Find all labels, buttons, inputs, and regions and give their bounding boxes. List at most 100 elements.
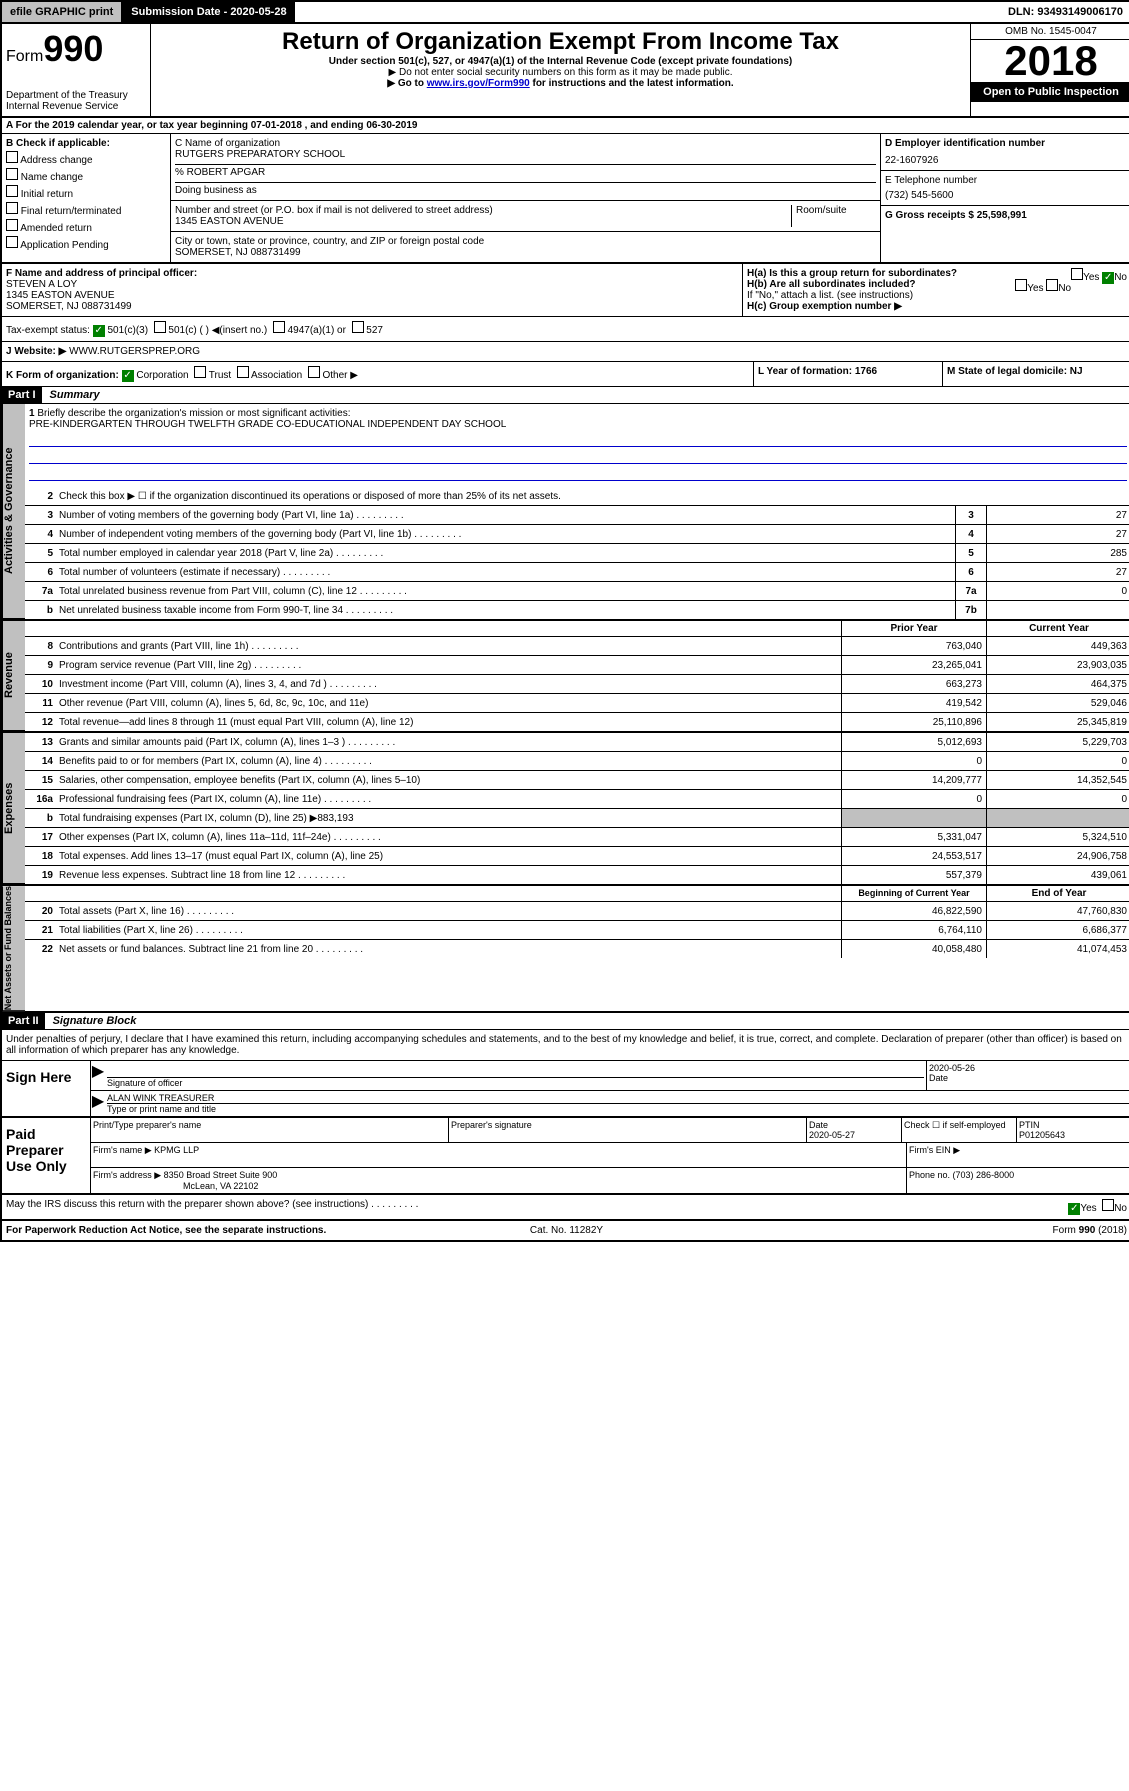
efile-button[interactable]: efile GRAPHIC print [2, 2, 123, 22]
form-header: Form990 Department of the Treasury Inter… [2, 24, 1129, 118]
discuss-row: May the IRS discuss this return with the… [2, 1195, 1129, 1221]
submission-date: Submission Date - 2020-05-28 [123, 2, 294, 22]
org-name: RUTGERS PREPARATORY SCHOOL [175, 149, 876, 160]
line16b-curr-grey [986, 809, 1129, 827]
line9-prior: 23,265,041 [841, 656, 986, 674]
line20-text: Total assets (Part X, line 16) [59, 904, 841, 919]
firm-addr-cell: Firm's address ▶ 8350 Broad Street Suite… [91, 1168, 907, 1193]
form-990-big: 990 [43, 28, 103, 69]
hb-label: H(b) Are all subordinates included? [747, 279, 916, 290]
line-10: 10 Investment income (Part VIII, column … [25, 675, 1129, 694]
line14-text: Benefits paid to or for members (Part IX… [59, 754, 841, 769]
line13-prior: 5,012,693 [841, 733, 986, 751]
line12-text: Total revenue—add lines 8 through 11 (mu… [59, 715, 841, 730]
line8-num: 8 [25, 641, 59, 652]
paid-preparer-label: Paid Preparer Use Only [2, 1118, 90, 1193]
line10-num: 10 [25, 679, 59, 690]
state-domicile: M State of legal domicile: NJ [942, 362, 1129, 386]
care-of: % ROBERT APGAR [175, 164, 876, 178]
department-label: Department of the Treasury Internal Reve… [6, 90, 146, 112]
room-label: Room/suite [791, 205, 876, 227]
ha-label: H(a) Is this a group return for subordin… [747, 268, 957, 279]
website-url: WWW.RUTGERSPREP.ORG [69, 346, 200, 357]
line16b-prior-grey [841, 809, 986, 827]
line2-text: Check this box ▶ ☐ if the organization d… [59, 489, 1129, 504]
line20-curr: 47,760,830 [986, 902, 1129, 920]
opt-4947: 4947(a)(1) or [288, 325, 346, 336]
phone-value: (732) 545-5600 [885, 190, 1127, 201]
footer-left: For Paperwork Reduction Act Notice, see … [6, 1225, 380, 1236]
line7a-num: 7a [25, 586, 59, 597]
line13-num: 13 [25, 737, 59, 748]
line10-text: Investment income (Part VIII, column (A)… [59, 677, 841, 692]
firm-ein-cell: Firm's EIN ▶ [907, 1143, 1129, 1167]
governance-content: 1 Briefly describe the organization's mi… [25, 404, 1129, 619]
part2-badge: Part II [2, 1013, 45, 1029]
prep-sig-cell: Preparer's signature [449, 1118, 807, 1142]
line16a-curr: 0 [986, 790, 1129, 808]
arrow-icon: ▶ [91, 1091, 105, 1116]
sig-date-label: Date [929, 1073, 948, 1083]
revenue-side-label: Revenue [2, 621, 25, 731]
netassets-content: Beginning of Current Year End of Year 20… [25, 886, 1129, 1011]
check-initial[interactable]: Initial return [6, 185, 166, 200]
check-name[interactable]: Name change [6, 168, 166, 183]
line6-text: Total number of volunteers (estimate if … [59, 565, 955, 580]
sig-name: ALAN WINK TREASURER [107, 1093, 1129, 1104]
line7a-box: 7a [955, 582, 986, 600]
line12-prior: 25,110,896 [841, 713, 986, 731]
line19-curr: 439,061 [986, 866, 1129, 884]
line15-num: 15 [25, 775, 59, 786]
line20-prior: 46,822,590 [841, 902, 986, 920]
expenses-section: Expenses 13 Grants and similar amounts p… [2, 733, 1129, 886]
line7b-val [986, 601, 1129, 619]
address-block: Number and street (or P.O. box if mail i… [171, 201, 880, 232]
line18-text: Total expenses. Add lines 13–17 (must eq… [59, 849, 841, 864]
sig-name-row: ▶ ALAN WINK TREASURER Type or print name… [91, 1091, 1129, 1116]
check-amended-label: Amended return [20, 223, 92, 234]
phone-block: E Telephone number (732) 545-5600 [881, 171, 1129, 206]
line18-num: 18 [25, 851, 59, 862]
header-right: OMB No. 1545-0047 2018 Open to Public In… [970, 24, 1129, 116]
sig-name-cell: ALAN WINK TREASURER Type or print name a… [105, 1091, 1129, 1116]
line14-prior: 0 [841, 752, 986, 770]
line6-num: 6 [25, 567, 59, 578]
hb-row: H(b) Are all subordinates included? Yes … [747, 279, 1127, 290]
part1-badge: Part I [2, 387, 42, 403]
form-subtitle: Under section 501(c), 527, or 4947(a)(1)… [155, 56, 966, 67]
tax-exempt-row: Tax-exempt status: ✓ 501(c)(3) 501(c) ( … [2, 317, 1129, 342]
check-address[interactable]: Address change [6, 151, 166, 166]
discuss-yes-check: ✓ [1068, 1203, 1080, 1215]
officer-name: STEVEN A LOY [6, 279, 77, 290]
part1-header-row: Part I Summary [2, 387, 1129, 404]
irs-link[interactable]: www.irs.gov/Form990 [427, 78, 530, 89]
line-18: 18 Total expenses. Add lines 13–17 (must… [25, 847, 1129, 866]
part1-label: Summary [42, 387, 108, 403]
officer-block: F Name and address of principal officer:… [2, 264, 743, 316]
governance-section: Activities & Governance 1 Briefly descri… [2, 404, 1129, 621]
prep-row1: Print/Type preparer's name Preparer's si… [91, 1118, 1129, 1143]
firm-name-label: Firm's name ▶ [93, 1145, 152, 1155]
line12-num: 12 [25, 717, 59, 728]
form-org-row: K Form of organization: ✓ Corporation Tr… [2, 362, 1129, 387]
current-year-header: Current Year [986, 621, 1129, 636]
line4-val: 27 [986, 525, 1129, 543]
check-amended[interactable]: Amended return [6, 219, 166, 234]
officer-row: F Name and address of principal officer:… [2, 264, 1129, 317]
city-block: City or town, state or province, country… [171, 232, 880, 262]
org-name-label: C Name of organization [175, 138, 876, 149]
check-final[interactable]: Final return/terminated [6, 202, 166, 217]
check-pending[interactable]: Application Pending [6, 236, 166, 251]
line-5: 5 Total number employed in calendar year… [25, 544, 1129, 563]
prep-row3: Firm's address ▶ 8350 Broad Street Suite… [91, 1168, 1129, 1193]
line21-num: 21 [25, 925, 59, 936]
city: SOMERSET, NJ 088731499 [175, 247, 876, 258]
line10-curr: 464,375 [986, 675, 1129, 693]
form-number: Form990 [6, 28, 146, 70]
form-title: Return of Organization Exempt From Incom… [155, 28, 966, 56]
prep-date: 2020-05-27 [809, 1130, 855, 1140]
page-footer: For Paperwork Reduction Act Notice, see … [2, 1221, 1129, 1240]
section-a: A For the 2019 calendar year, or tax yea… [2, 118, 1129, 134]
line7b-box: 7b [955, 601, 986, 619]
note2-post: for instructions and the latest informat… [530, 78, 734, 89]
